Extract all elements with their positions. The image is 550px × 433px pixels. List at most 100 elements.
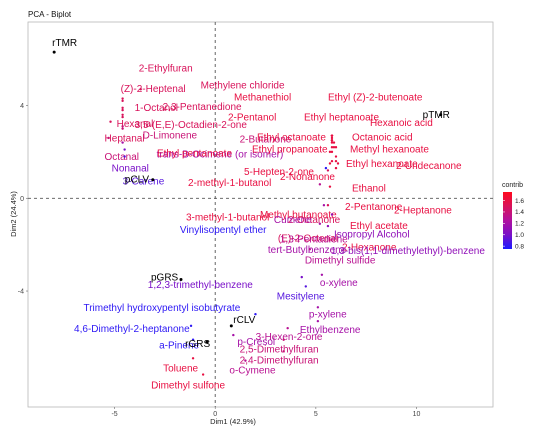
variable-label: Ethyl hexanoate [346, 159, 418, 170]
variable-point [232, 333, 235, 337]
x-tick-label: -5 [111, 411, 117, 418]
sample-label: pGRS [151, 272, 179, 283]
variable-point [244, 359, 247, 362]
variable-label: 2-Nonanone [280, 172, 335, 183]
sample-label: rTMR [52, 38, 77, 49]
y-tick-label: -4 [18, 289, 24, 296]
variable-point [201, 373, 205, 376]
variable-label: (Z)-2-Heptenal [121, 84, 186, 95]
variable-label: 1-Octanol [135, 103, 178, 114]
sample-label: pTMR [423, 110, 450, 121]
variable-point [139, 88, 142, 91]
variable-label: 2-Hexanone [342, 243, 397, 254]
legend-title: contrib [502, 182, 523, 189]
variable-point [107, 136, 110, 140]
variable-point [123, 148, 126, 151]
variable-label: Ethyl pentanoate [157, 149, 232, 160]
variable-point [328, 150, 332, 154]
variable-point [334, 166, 338, 170]
variable-label: 2,4-Dimethylfuran [240, 355, 319, 366]
variable-label: Ethyl propanoate [252, 144, 328, 155]
variable-point [334, 159, 338, 163]
variable-point [332, 141, 336, 144]
variable-point [334, 155, 338, 158]
variable-label: Octanal [105, 152, 139, 163]
variable-label: p-xylene [309, 309, 347, 320]
variable-point [330, 141, 334, 144]
variable-label: 2-methyl-1-butanol [188, 178, 271, 189]
plot-panel [27, 21, 494, 408]
variable-point [121, 99, 124, 103]
variable-point [330, 213, 334, 216]
variable-layer: 2-Ethylfuran (Z)-2-Heptenal Methylene chlo… [74, 63, 485, 391]
variable-label: Hexanoic acid [370, 118, 433, 129]
variable-point [121, 108, 124, 112]
variable-label: a-Pinene [159, 341, 199, 352]
variable-point [282, 338, 285, 341]
variable-point [121, 141, 124, 144]
variable-point [334, 146, 338, 149]
variable-point [330, 139, 334, 142]
variable-label: Isopropyl Alcohol [334, 230, 410, 241]
variable-point [322, 204, 326, 207]
variable-label: trans-B-Ocimene (or isomer) [157, 150, 284, 161]
variable-label: 3-methyl-1-butanol [186, 212, 269, 223]
variable-point [330, 146, 334, 149]
variable-label: Mesitylene [277, 291, 325, 302]
grid-layer [28, 22, 493, 407]
variable-label: 2-Octanone [288, 215, 341, 226]
sample-layer: rTMR pTMR pCLV pGRS rCLV rGRS [52, 38, 450, 350]
variable-point [330, 150, 334, 154]
sample-label: rCLV [233, 315, 255, 326]
variable-label: 3-Hexen-2-one [256, 332, 323, 343]
variable-point [336, 162, 340, 165]
legend-tick-label: 1.2 [515, 221, 524, 228]
chart-title: PCA - Biplot [28, 10, 72, 19]
variable-label: 2-Heptanone [394, 205, 452, 216]
variable-label: Ethylbenzene [300, 325, 361, 336]
variable-label: (E)-2-Octenal [278, 233, 338, 244]
variable-point [328, 185, 332, 188]
variable-point [324, 166, 328, 170]
legend-colorbar [503, 192, 512, 249]
variable-label: 1,3-bis(1,1-dimethylethyl)-benzene [331, 246, 485, 257]
sample-point [52, 50, 56, 54]
y-tick-label: 4 [20, 103, 24, 110]
sample-point [439, 113, 443, 117]
x-tick-label: 0 [213, 411, 217, 418]
variable-label: p-Cresol [237, 337, 275, 348]
variable-point [121, 106, 124, 110]
legend-tick-label: 1.6 [515, 198, 524, 205]
variable-point [191, 357, 195, 360]
variable-label: D-Limonene [143, 130, 198, 141]
variable-label: 2-Ethylfuran [139, 63, 193, 74]
sample-point [229, 324, 233, 328]
variable-label: 2,3-Pentanedione [163, 102, 242, 113]
x-tick-label: 5 [314, 411, 318, 418]
variable-point [330, 136, 334, 140]
variable-point [121, 127, 124, 130]
variable-point [316, 319, 320, 323]
variable-point [300, 275, 303, 279]
variable-label: Trimethyl hydroxypentyl isobutyrate [83, 303, 240, 314]
variable-label: Ethyl heptanoate [304, 113, 379, 124]
sample-point [205, 340, 209, 344]
variable-point [282, 350, 285, 353]
legend-tick-label: 0.8 [515, 243, 524, 250]
variable-label: 3,5-(E,E)-Octadien-2-one [135, 120, 248, 131]
variable-point [286, 326, 289, 330]
variable-point [254, 313, 257, 316]
sample-point [179, 277, 183, 281]
variable-label: 2-Butanone [240, 135, 292, 146]
variable-label: Cumene [274, 215, 312, 226]
variable-label: 1,2,3-trimethyl-benzene [148, 280, 253, 291]
legend-tick-label: 1.4 [515, 209, 524, 216]
tick-layer: -5 0 5 10 -4 0 4 [18, 103, 421, 418]
sample-label: pCLV [125, 175, 150, 186]
variable-label: o-xylene [320, 278, 358, 289]
variable-point [320, 273, 324, 277]
variable-label: 2-Undecanone [396, 161, 462, 172]
variable-label: Ethyl octanoate [257, 132, 326, 143]
variable-point [121, 97, 124, 100]
variable-label: Ethyl acetate [350, 221, 408, 232]
